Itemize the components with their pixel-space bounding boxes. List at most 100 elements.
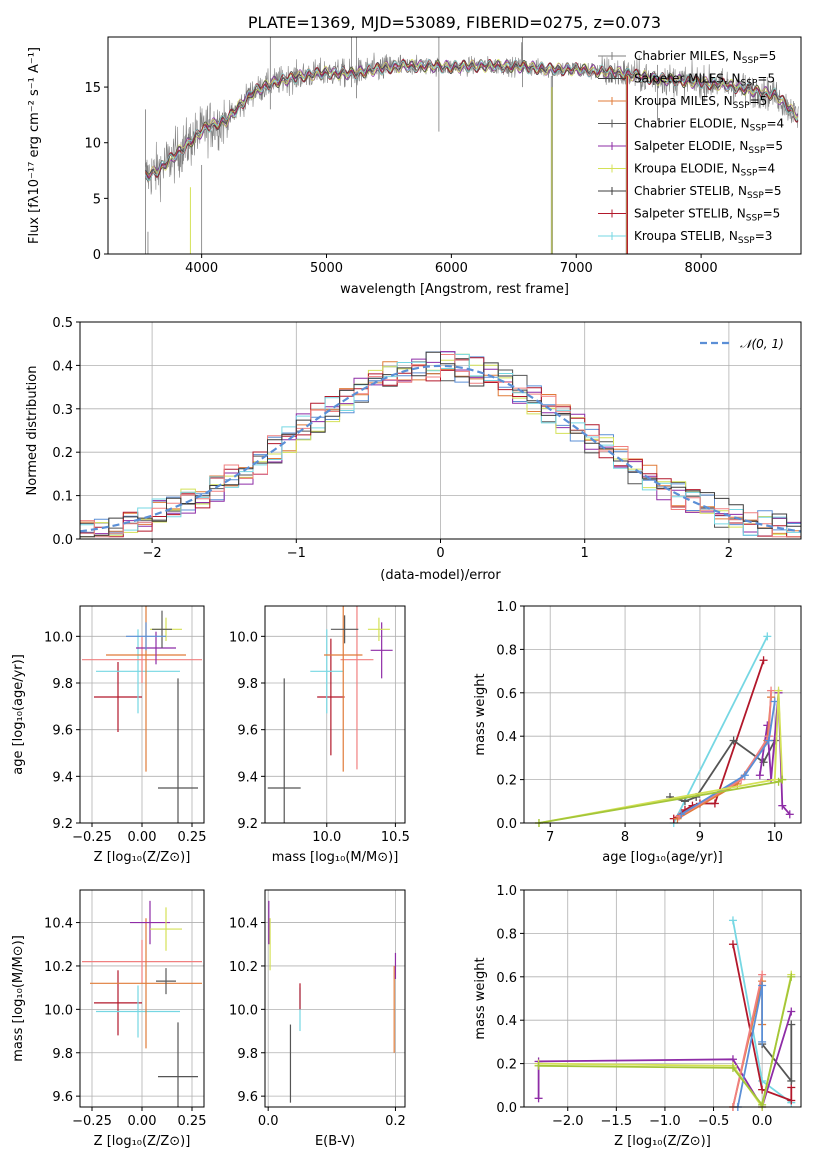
histogram-step [80, 351, 801, 538]
error-bar-point [310, 629, 344, 714]
x-tick-label: −1.0 [649, 1114, 681, 1129]
series-line [538, 778, 783, 824]
y-tick-label: 9.6 [237, 724, 258, 739]
y-tick-label: 10.0 [44, 1003, 73, 1018]
frame-spectrum [107, 36, 802, 255]
series-line [758, 692, 791, 815]
legend-label: 𝒩(0, 1) [740, 337, 784, 351]
frame-weight-vs-Z [523, 889, 802, 1108]
x-axis-label: Z [log₁₀(Z/Z⊙)] [94, 1134, 191, 1149]
x-tick-label: 5000 [310, 261, 343, 276]
error-bar-point [340, 606, 374, 770]
y-axis-label: age [log₁₀(age/yr)] [11, 654, 26, 775]
y-tick-label: 10.0 [229, 630, 258, 645]
chart-title: PLATE=1369, MJD=53089, FIBERID=0275, z=0… [248, 13, 661, 32]
x-tick-label: 7000 [560, 261, 593, 276]
y-tick-label: 0.6 [496, 971, 517, 986]
y-tick-label: 9.6 [237, 1090, 258, 1105]
error-bar-point [150, 907, 182, 951]
legend-label: Salpeter MILES, NSSP=5 [634, 72, 775, 89]
axes-mass-vs-ebv [261, 890, 405, 1111]
error-bar-point [126, 622, 166, 651]
x-tick-label: 0.0 [752, 1114, 773, 1129]
error-bar-point [156, 968, 176, 995]
error-bar-point [367, 617, 390, 641]
y-tick-label: 9.2 [52, 817, 73, 832]
y-axis-label: mass weight [473, 957, 488, 1039]
axes-spectrum [104, 86, 702, 258]
model-line [145, 59, 799, 177]
x-axis-label: Z [log₁₀(Z/Z⊙)] [614, 1134, 711, 1149]
model-line [145, 58, 798, 175]
error-bar-point [94, 970, 142, 1036]
y-tick-label: 0.5 [52, 316, 73, 331]
frame-residuals [79, 321, 802, 540]
x-tick-label: −1.5 [601, 1114, 633, 1129]
y-tick-label: 9.2 [237, 817, 258, 832]
y-tick-label: 10 [84, 137, 101, 152]
y-tick-label: 9.6 [52, 1090, 73, 1105]
error-bar-point [96, 985, 180, 1038]
x-tick-label: 8 [621, 830, 629, 845]
legend-label: Salpeter STELIB, NSSP=5 [634, 207, 780, 224]
error-bar-point [96, 629, 180, 714]
legend-label: Chabrier ELODIE, NSSP=4 [634, 117, 784, 134]
normal-curve [79, 364, 802, 533]
y-tick-label: 10.4 [229, 917, 258, 932]
x-axis-label: wavelength [Angstrom, rest frame] [340, 282, 569, 297]
y-tick-label: 9.8 [237, 1047, 258, 1062]
y-axis-label: Flux [fλ10⁻¹⁷ erg cm⁻² s⁻¹ A⁻¹] [27, 47, 42, 244]
y-tick-label: 0.2 [496, 1058, 517, 1073]
legend-label: Chabrier MILES, NSSP=5 [634, 49, 776, 66]
axes-age-vs-Z [76, 606, 204, 827]
error-bar-point [90, 918, 202, 1049]
y-tick-label: 10.2 [44, 960, 73, 975]
frame-mass-vs-Z [79, 889, 205, 1108]
x-tick-label: 0.2 [385, 1114, 406, 1129]
series-line [761, 1024, 793, 1084]
error-bar-point [82, 636, 202, 683]
model-line [145, 59, 799, 182]
error-bar-point [82, 939, 202, 984]
y-tick-label: 10.0 [229, 1003, 258, 1018]
histogram-step [80, 354, 801, 538]
error-bar-point [158, 1022, 198, 1107]
x-tick-label: 4000 [185, 261, 218, 276]
series-line [672, 635, 769, 824]
x-tick-label: 9 [696, 830, 704, 845]
y-tick-label: 0.4 [496, 1014, 517, 1029]
x-tick-label: −0.25 [72, 830, 112, 845]
y-tick-label: 9.8 [52, 677, 73, 692]
x-tick-label: 0.00 [128, 830, 157, 845]
error-bar-point [94, 662, 142, 732]
y-tick-label: 1.0 [496, 600, 517, 615]
x-tick-label: −2.0 [552, 1114, 584, 1129]
axes-weight-vs-age [520, 605, 801, 827]
y-tick-label: 10.4 [44, 917, 73, 932]
legend-label: Kroupa MILES, NSSP=5 [634, 94, 767, 111]
x-tick-label: 0.00 [128, 1114, 157, 1129]
x-tick-label: 0.25 [178, 830, 207, 845]
y-tick-label: 0.0 [496, 817, 517, 832]
error-bar-point [106, 606, 186, 772]
legend-label: Chabrier STELIB, NSSP=5 [634, 184, 782, 201]
x-tick-label: 1 [581, 546, 589, 561]
error-bar-point [136, 631, 176, 665]
legend-label: Kroupa STELIB, NSSP=3 [634, 229, 772, 246]
x-axis-label: Z [log₁₀(Z/Z⊙)] [94, 850, 191, 865]
y-tick-label: 1.0 [496, 884, 517, 899]
x-tick-label: 10.5 [381, 830, 410, 845]
y-tick-label: 0 [93, 248, 101, 263]
frame-weight-vs-age [523, 605, 802, 824]
y-axis-label: mass [log₁₀(M/M⊙)] [11, 935, 26, 1062]
x-axis-label: age [log₁₀(age/yr)] [602, 850, 723, 865]
x-tick-label: 2 [725, 546, 733, 561]
y-axis-label: mass weight [473, 673, 488, 755]
error-bar-point [158, 678, 198, 823]
y-axis-label: Normed distribution [25, 366, 40, 496]
y-tick-label: 0.6 [496, 687, 517, 702]
y-tick-label: 0.8 [496, 927, 517, 942]
y-tick-label: 0.8 [496, 643, 517, 658]
x-tick-label: −2 [143, 546, 162, 561]
